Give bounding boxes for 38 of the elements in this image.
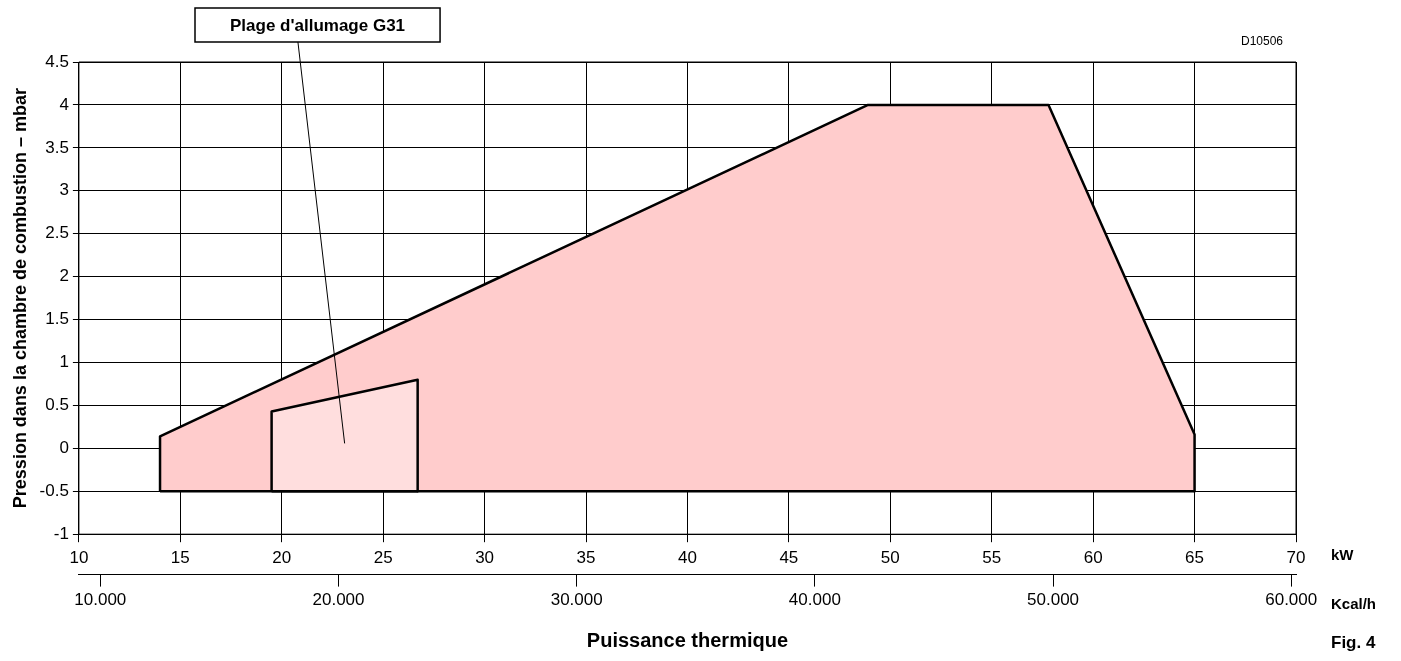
text: D10506 [1241,34,1284,49]
x-tick-label: 35 [576,548,596,568]
y-tick-label: 4.5 [45,51,69,71]
text: kW [1331,546,1355,564]
x2-tick-label: 60.000 [1265,590,1318,610]
y-tick-label: 3 [59,180,69,200]
y-tick-label: -1 [53,523,69,543]
y-tick-label: 0.5 [45,395,69,415]
x-tick-label: 70 [1286,548,1306,568]
y-tick-label: 0 [59,438,69,458]
y-tick-label: 2.5 [45,223,69,243]
y-tick-label: 2 [59,266,69,286]
x-tick-label: 55 [982,548,1002,568]
x-tick-label: 25 [373,548,393,568]
x2-tick-label: 30.000 [550,590,603,610]
x2-tick-label: 20.000 [312,590,365,610]
y-axis-title: Pression dans la chambre de combustion – mbar [9,88,30,509]
x2-tick-label: 10.000 [74,590,127,610]
text: Plage d'allumage G31 [230,15,406,35]
y-tick-label: 1 [59,352,69,372]
x2-tick-label: 50.000 [1027,590,1080,610]
x-tick-label: 65 [1185,548,1205,568]
x-tick-label: 50 [880,548,900,568]
x-tick-label: 20 [272,548,292,568]
x-tick-label: 30 [475,548,495,568]
y-tick-label: 1.5 [45,309,69,329]
x-tick-label: 40 [677,548,697,568]
x-tick-label: 60 [1083,548,1103,568]
x-tick-label: 45 [779,548,799,568]
x-tick-label: 15 [170,548,190,568]
y-tick-label: -0.5 [39,480,69,500]
x-axis-title: Puissance thermique [586,628,789,651]
x2-tick-label: 40.000 [788,590,841,610]
x-tick-label: 10 [69,548,89,568]
text: Kcal/h [1331,594,1377,612]
y-tick-label: 4 [59,94,69,114]
caption: Fig. 4 [1331,632,1376,652]
y-tick-label: 3.5 [45,137,69,157]
